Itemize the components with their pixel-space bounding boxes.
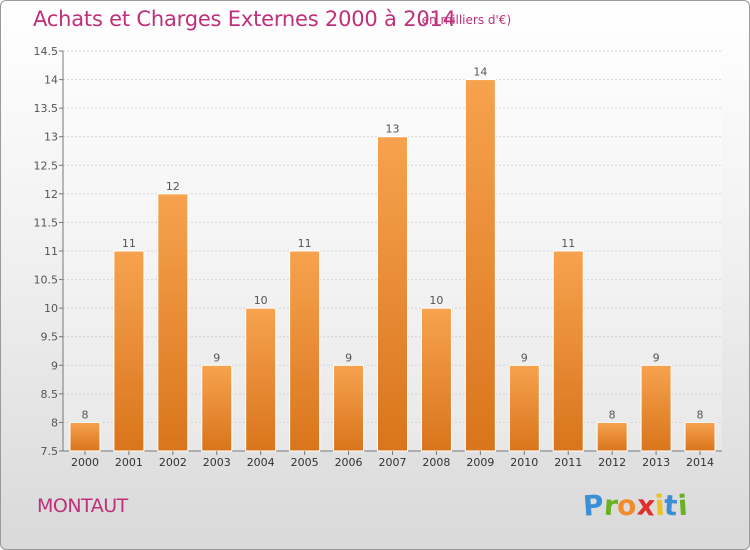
y-tick-label: 9 [51,359,58,372]
commune-name: MONTAUT [37,495,128,517]
x-tick-label: 2012 [598,456,626,469]
bar [69,421,101,452]
bar [684,421,716,452]
y-tick-label: 8 [51,416,58,429]
data-label: 13 [386,123,400,136]
y-tick-label: 10.5 [34,274,59,287]
x-tick-label: 2014 [686,456,714,469]
y-tick-label: 8.5 [41,388,59,401]
x-tick-label: 2000 [71,456,99,469]
bar [464,79,496,452]
data-label: 11 [561,237,575,250]
x-tick-label: 2011 [554,456,582,469]
bar [596,421,628,452]
data-label: 8 [609,408,616,421]
data-label: 10 [254,294,268,307]
y-tick-label: 11 [44,245,58,258]
x-tick-label: 2001 [115,456,143,469]
data-label: 9 [213,351,220,364]
bar [377,136,408,452]
logo-letter: o [616,488,638,523]
data-label: 9 [653,351,660,364]
data-label: 10 [429,294,443,307]
bar [289,250,321,452]
bar [245,307,277,452]
bar [113,250,145,452]
data-label: 9 [521,351,528,364]
x-tick-label: 2003 [203,456,231,469]
bar [201,364,233,452]
y-tick-label: 7.5 [41,445,59,458]
logo-letter: i [676,488,689,523]
y-tick-label: 14 [44,74,58,87]
y-tick-label: 11.5 [34,216,59,229]
x-tick-label: 2010 [510,456,538,469]
data-label: 14 [473,66,487,79]
x-tick-label: 2002 [159,456,187,469]
data-label: 9 [345,351,352,364]
data-label: 11 [122,237,136,250]
logo-letter: x [635,488,656,523]
data-label: 11 [298,237,312,250]
x-tick-label: 2009 [466,456,494,469]
bar [157,193,189,452]
x-tick-label: 2008 [422,456,450,469]
y-tick-label: 10 [44,302,58,315]
y-tick-label: 13 [44,131,58,144]
y-tick-label: 12.5 [34,159,59,172]
bar [508,364,540,452]
x-tick-label: 2004 [247,456,275,469]
x-tick-label: 2013 [642,456,670,469]
y-tick-label: 14.5 [34,45,59,58]
data-label: 8 [697,408,704,421]
x-tick-label: 2005 [291,456,319,469]
data-label: 12 [166,180,180,193]
y-tick-label: 13.5 [34,102,59,115]
bar [420,307,452,452]
proxiti-logo: Proxiti [581,488,689,523]
bar [640,364,672,452]
bar [333,364,365,452]
chart-unit-label: (en milliers d'€) [417,13,512,27]
x-tick-label: 2007 [379,456,407,469]
x-tick-label: 2006 [335,456,363,469]
y-tick-label: 12 [44,188,58,201]
y-tick-label: 9.5 [41,331,59,344]
bar [552,250,584,452]
logo-letter: P [581,488,605,523]
data-label: 8 [81,408,88,421]
chart-title: Achats et Charges Externes 2000 à 2014 [33,7,456,31]
